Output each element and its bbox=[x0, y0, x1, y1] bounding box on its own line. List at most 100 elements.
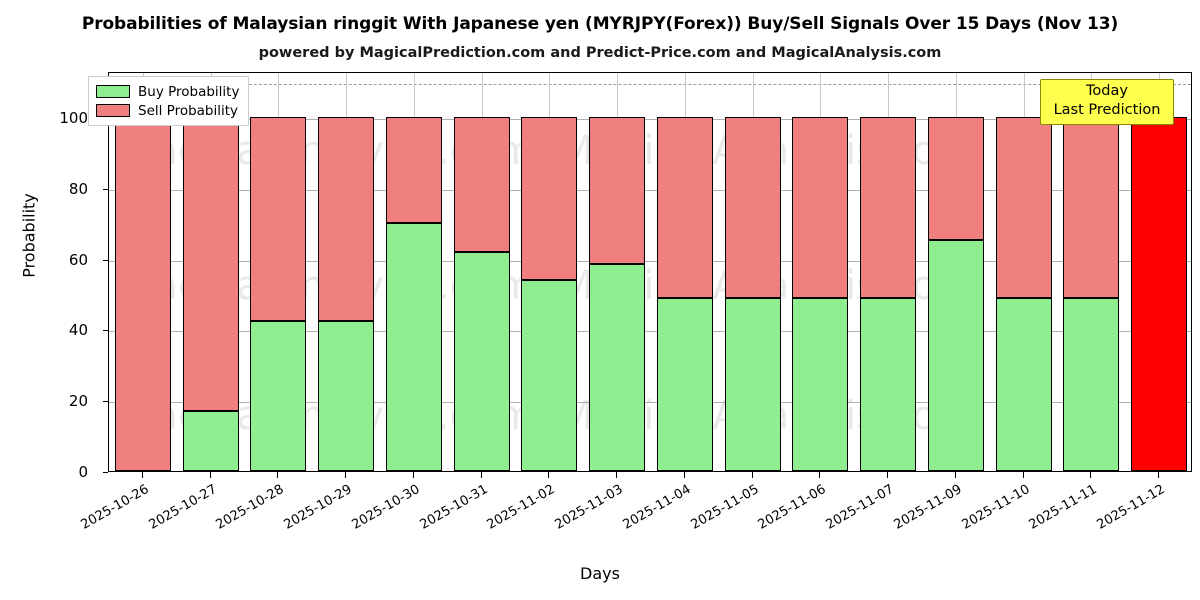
bar-group[interactable] bbox=[318, 73, 375, 471]
x-tick-label-2025-11-11: 2025-11-11 bbox=[1026, 482, 1100, 533]
y-tick-label-40: 40 bbox=[68, 321, 88, 340]
gridline-y-20 bbox=[109, 402, 1191, 404]
bar-segment-buy[interactable] bbox=[589, 263, 646, 471]
bar-group[interactable] bbox=[453, 73, 510, 471]
bar-segment-sell[interactable] bbox=[521, 117, 578, 281]
x-tick-mark-15 bbox=[1158, 472, 1160, 478]
x-tick-mark-2 bbox=[277, 472, 279, 478]
x-axis-label: Days bbox=[580, 564, 620, 583]
bar-segment-buy[interactable] bbox=[792, 297, 849, 471]
bar-segment-sell[interactable] bbox=[1063, 117, 1120, 298]
bar-group[interactable] bbox=[1131, 73, 1188, 471]
gridline-y-80 bbox=[109, 189, 1191, 191]
bar-group[interactable] bbox=[724, 73, 781, 471]
bar-segment-sell[interactable] bbox=[250, 117, 307, 321]
legend-item-1[interactable]: Sell Probability bbox=[96, 101, 239, 120]
bar-segment-sell[interactable] bbox=[860, 117, 917, 298]
x-tick-mark-0 bbox=[141, 472, 143, 478]
bar-segment-buy[interactable] bbox=[453, 251, 510, 471]
bar-group[interactable] bbox=[995, 73, 1052, 471]
bar-segment-buy[interactable] bbox=[927, 239, 984, 471]
bar-group[interactable] bbox=[860, 73, 917, 471]
bar-segment-sell[interactable] bbox=[114, 117, 171, 471]
bar-segment-buy[interactable] bbox=[250, 320, 307, 471]
bar-group[interactable] bbox=[521, 73, 578, 471]
x-tick-label-2025-10-26: 2025-10-26 bbox=[78, 482, 152, 533]
x-tick-label-2025-11-03: 2025-11-03 bbox=[552, 482, 626, 533]
y-tick-label-80: 80 bbox=[68, 179, 88, 198]
bar-segment-buy[interactable] bbox=[656, 297, 713, 471]
chart-subtitle: powered by MagicalPrediction.com and Pre… bbox=[258, 45, 942, 61]
legend-label: Buy Probability bbox=[138, 83, 240, 100]
x-tick-mark-12 bbox=[954, 472, 956, 478]
bar-group[interactable] bbox=[114, 73, 171, 471]
x-tick-label-2025-10-29: 2025-10-29 bbox=[281, 482, 355, 533]
bar-segment-buy[interactable] bbox=[182, 410, 239, 471]
y-tick-mark-40 bbox=[103, 330, 108, 332]
x-tick-label-2025-11-06: 2025-11-06 bbox=[755, 482, 829, 533]
bar-segment-sell[interactable] bbox=[656, 117, 713, 298]
x-tick-label-2025-11-02: 2025-11-02 bbox=[484, 482, 558, 533]
bar-group[interactable] bbox=[250, 73, 307, 471]
x-tick-mark-11 bbox=[887, 472, 889, 478]
bar-group[interactable] bbox=[589, 73, 646, 471]
bar-group[interactable] bbox=[182, 73, 239, 471]
x-tick-mark-3 bbox=[345, 472, 347, 478]
bar-segment-buy[interactable] bbox=[1063, 297, 1120, 471]
x-tick-mark-8 bbox=[683, 472, 685, 478]
bar-group[interactable] bbox=[385, 73, 442, 471]
bar-segment-buy[interactable] bbox=[860, 297, 917, 471]
today-annotation: Today Last Prediction bbox=[1040, 79, 1174, 125]
bar-segment-buy[interactable] bbox=[318, 320, 375, 471]
y-tick-label-60: 60 bbox=[68, 250, 88, 269]
reference-line-dashed bbox=[109, 83, 1191, 85]
y-tick-mark-60 bbox=[103, 259, 108, 261]
bar-segment-sell[interactable] bbox=[995, 117, 1052, 298]
x-tick-label-2025-11-09: 2025-11-09 bbox=[891, 482, 965, 533]
x-tick-mark-5 bbox=[480, 472, 482, 478]
y-tick-mark-20 bbox=[103, 401, 108, 403]
y-axis-label: Probability bbox=[19, 193, 39, 278]
x-tick-label-2025-11-12: 2025-11-12 bbox=[1094, 482, 1168, 533]
bar-segment-buy[interactable] bbox=[724, 297, 781, 471]
page-title: Probabilities of Malaysian ringgit With … bbox=[81, 14, 1119, 34]
legend-item-0[interactable]: Buy Probability bbox=[96, 82, 239, 101]
bar-segment-sell[interactable] bbox=[589, 117, 646, 264]
y-tick-label-0: 0 bbox=[78, 463, 88, 481]
bar-group[interactable] bbox=[656, 73, 713, 471]
gridline-y-100 bbox=[109, 119, 1191, 121]
bar-segment-sell[interactable] bbox=[453, 117, 510, 252]
bar-segment-buy[interactable] bbox=[995, 297, 1052, 471]
x-tick-label-2025-11-10: 2025-11-10 bbox=[959, 482, 1033, 533]
x-tick-mark-6 bbox=[548, 472, 550, 478]
legend-label: Sell Probability bbox=[138, 102, 239, 119]
legend-swatch-icon bbox=[96, 104, 130, 117]
x-tick-mark-10 bbox=[819, 472, 821, 478]
plot-area: MagicalAnalysis.comMagicalAnalysis.comMa… bbox=[108, 72, 1192, 472]
bar-segment-today[interactable] bbox=[1131, 117, 1188, 471]
x-tick-mark-1 bbox=[209, 472, 211, 478]
bar-group[interactable] bbox=[927, 73, 984, 471]
bar-segment-buy[interactable] bbox=[521, 280, 578, 471]
bar-group[interactable] bbox=[1063, 73, 1120, 471]
bar-segment-sell[interactable] bbox=[927, 117, 984, 240]
today-annotation-line1: Today bbox=[1086, 83, 1128, 99]
bar-group[interactable] bbox=[792, 73, 849, 471]
x-tick-label-2025-10-31: 2025-10-31 bbox=[417, 482, 491, 533]
bar-segment-sell[interactable] bbox=[182, 117, 239, 411]
x-tick-label-2025-11-07: 2025-11-07 bbox=[823, 482, 897, 533]
bar-segment-sell[interactable] bbox=[724, 117, 781, 298]
legend-swatch-icon bbox=[96, 85, 130, 98]
bar-segment-sell[interactable] bbox=[385, 117, 442, 224]
bar-segment-sell[interactable] bbox=[792, 117, 849, 298]
y-tick-mark-0 bbox=[103, 472, 108, 473]
x-tick-label-2025-10-27: 2025-10-27 bbox=[146, 482, 220, 533]
bar-segment-sell[interactable] bbox=[318, 117, 375, 321]
x-tick-mark-4 bbox=[412, 472, 414, 478]
x-tick-mark-14 bbox=[1090, 472, 1092, 478]
x-tick-mark-13 bbox=[1022, 472, 1024, 478]
x-tick-label-2025-11-05: 2025-11-05 bbox=[688, 482, 762, 533]
today-annotation-line2: Last Prediction bbox=[1053, 102, 1161, 118]
bar-segment-buy[interactable] bbox=[385, 223, 442, 471]
